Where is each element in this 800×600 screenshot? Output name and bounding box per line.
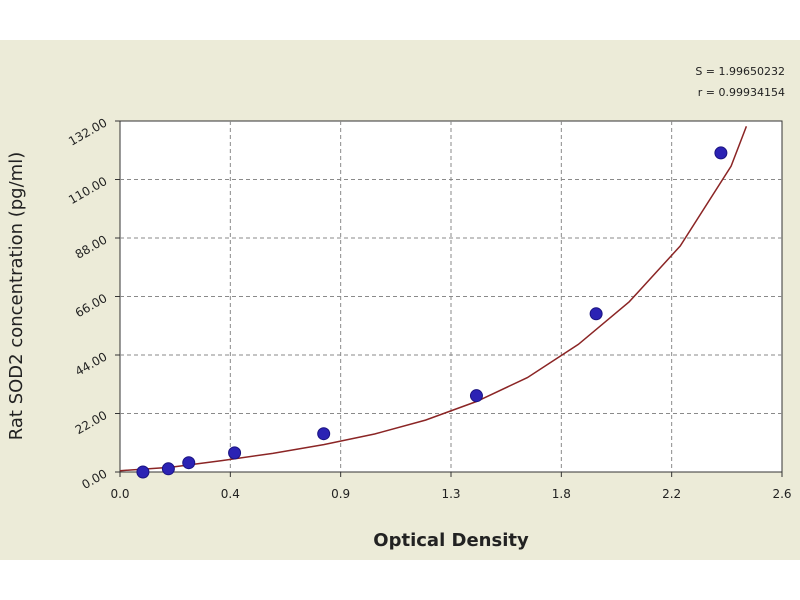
fit-curve — [119, 126, 748, 472]
data-point — [714, 146, 728, 160]
stat-s: S = 1.99650232 — [695, 65, 785, 78]
grid-lines — [120, 121, 782, 472]
x-tick-label: 1.8 — [552, 487, 571, 501]
data-point — [317, 427, 331, 441]
data-points — [136, 146, 728, 479]
data-point — [182, 456, 196, 470]
stat-r: r = 0.99934154 — [698, 86, 785, 99]
x-tick-label: 2.6 — [772, 487, 791, 501]
x-axis-title: Optical Density — [373, 530, 529, 551]
fit-curve-layer — [119, 126, 748, 472]
x-tick-label: 1.3 — [441, 487, 460, 501]
x-tick-label: 0.0 — [110, 487, 129, 501]
data-point — [589, 307, 603, 321]
data-point — [136, 465, 150, 479]
x-tick-label: 0.4 — [221, 487, 240, 501]
data-point — [161, 462, 175, 476]
data-point — [228, 446, 242, 460]
data-point — [469, 389, 483, 403]
x-tick-label: 0.9 — [331, 487, 350, 501]
y-axis-title: Rat SOD2 concentration (pg/ml) — [6, 152, 27, 440]
x-tick-label: 2.2 — [662, 487, 681, 501]
x-tick-labels: 0.0 0.4 0.9 1.3 1.8 2.2 2.6 — [110, 472, 792, 501]
